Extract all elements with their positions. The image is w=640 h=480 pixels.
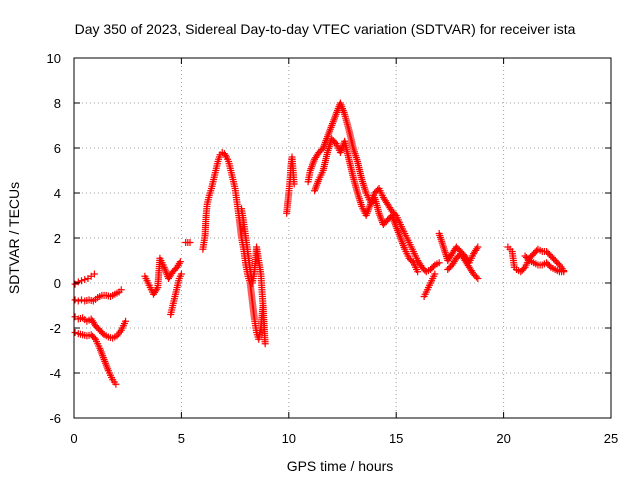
tick-labels: 0 5 10 15 20 25 -6 -4 -2 0 2 4 6 8 10 <box>47 51 619 446</box>
data-point <box>414 268 422 276</box>
x-tick-label: 25 <box>604 431 618 446</box>
y-tick-label: 6 <box>54 141 61 156</box>
data-point-fill <box>153 285 161 293</box>
x-tick-label: 15 <box>389 431 403 446</box>
data-point-fill <box>473 245 481 253</box>
data-point <box>474 275 482 282</box>
data-point <box>474 243 482 251</box>
data-point <box>435 259 443 267</box>
data-point <box>560 268 568 276</box>
data-point-fill <box>472 273 480 281</box>
data-point-fill <box>331 138 339 146</box>
data-point-fill <box>520 265 528 273</box>
y-tick-label: 2 <box>54 231 61 246</box>
y-tick-label: 8 <box>54 96 61 111</box>
data-point <box>74 278 82 286</box>
data-point <box>117 286 125 294</box>
y-tick-label: 4 <box>54 186 61 201</box>
data-point-fill <box>545 262 553 270</box>
data-point <box>74 297 82 305</box>
x-tick-label: 0 <box>70 431 77 446</box>
x-tick-label: 20 <box>496 431 510 446</box>
y-tick-label: 0 <box>54 276 61 291</box>
chart-title: Day 350 of 2023, Sidereal Day-to-day VTE… <box>75 21 576 37</box>
data-point <box>290 180 298 188</box>
data-point <box>431 270 439 278</box>
data-point <box>261 340 269 348</box>
data-point <box>78 277 86 285</box>
x-tick-label: 5 <box>178 431 185 446</box>
data-point <box>71 329 79 336</box>
y-tick-label: -6 <box>49 411 61 426</box>
data-point <box>81 276 89 284</box>
y-tick-label: 10 <box>47 51 61 66</box>
y-tick-label: -4 <box>49 366 61 381</box>
x-axis-label: GPS time / hours <box>287 458 394 474</box>
data-point <box>112 380 120 388</box>
data-point <box>71 296 79 304</box>
tick-marks <box>73 57 612 419</box>
y-tick-label: -2 <box>49 321 61 336</box>
data-point <box>176 258 184 266</box>
x-tick-label: 10 <box>282 431 296 446</box>
data-point <box>122 317 130 325</box>
data-point-fill <box>221 151 229 159</box>
data-points <box>71 99 568 388</box>
data-point-fill <box>524 255 532 263</box>
data-point-fill <box>429 263 437 270</box>
data-point <box>90 270 98 278</box>
data-point-fill <box>99 329 107 337</box>
data-point <box>177 270 185 278</box>
data-point <box>186 239 194 246</box>
data-point-fill <box>90 334 98 342</box>
data-point-fill <box>408 257 416 265</box>
y-axis-label: SDTVAR / TECUs <box>6 182 22 294</box>
